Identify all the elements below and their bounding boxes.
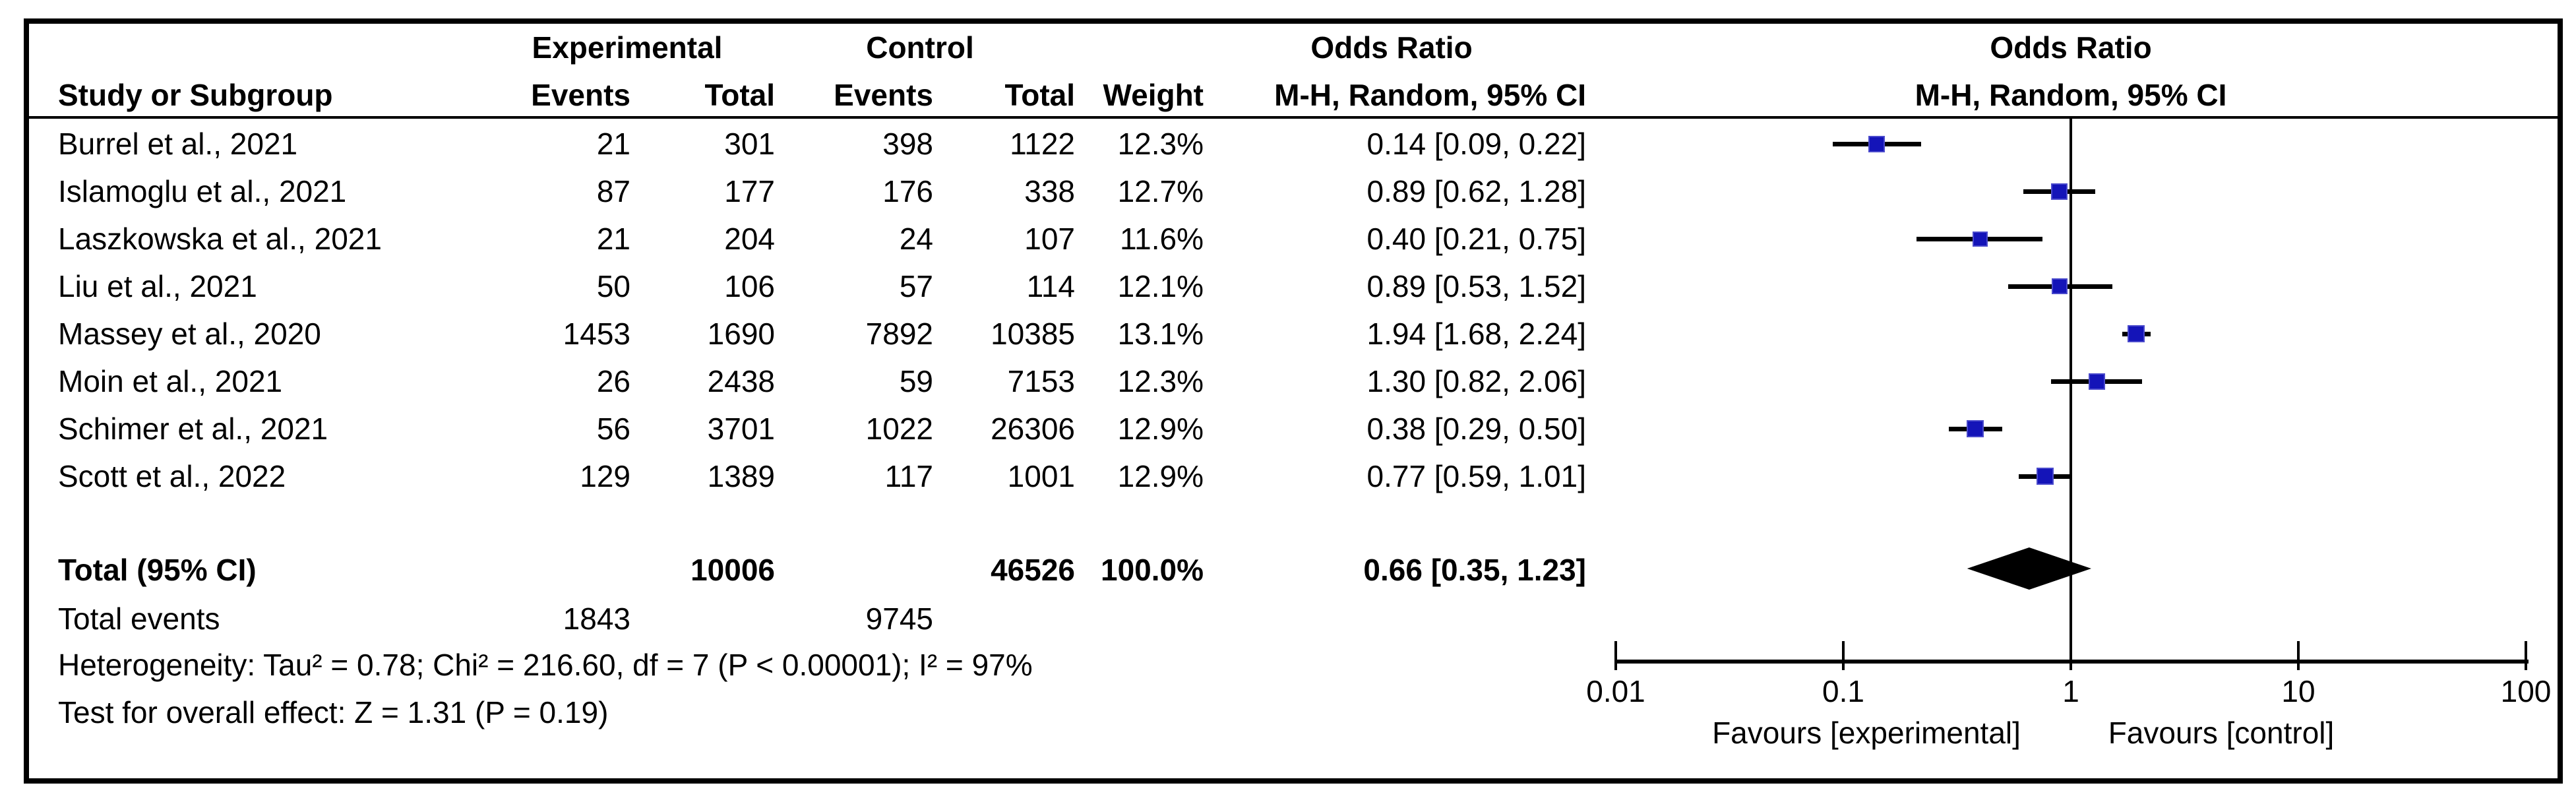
ctl-events-value: 24 (899, 222, 933, 256)
total-events-label: Total events (58, 602, 220, 636)
total-label: Total (95% CI) (58, 553, 257, 587)
exp-total-value: 106 (724, 269, 775, 303)
exp-total-value: 177 (724, 174, 775, 208)
exp-events-value: 1453 (563, 317, 630, 351)
study-label: Liu et al., 2021 (58, 269, 257, 303)
plot-axis-line (1614, 660, 2529, 664)
total-ctl-total: 46526 (991, 553, 1075, 587)
ctl-total-value: 26306 (991, 412, 1075, 446)
column-header-study: Study or Subgroup (58, 78, 333, 112)
total-weight: 100.0% (1100, 553, 1204, 587)
exp-events-value: 50 (596, 269, 630, 303)
column-group-control: Control (866, 30, 974, 65)
column-header-weight: Weight (1103, 78, 1204, 112)
table-row: Schimer et al., 2021 56 3701 1022 26306 … (0, 405, 1603, 452)
study-label: Massey et al., 2020 (58, 317, 321, 351)
overall-effect-text: Test for overall effect: Z = 1.31 (P = 0… (58, 695, 609, 729)
study-label: Islamoglu et al., 2021 (58, 174, 347, 208)
ctl-total-value: 107 (1024, 222, 1075, 256)
favours-left-label: Favours [experimental] (1712, 716, 2021, 750)
ctl-total-value: 338 (1024, 174, 1075, 208)
or-ci-value: 0.40 [0.21, 0.75] (1366, 222, 1587, 256)
exp-total-value: 3701 (707, 412, 775, 446)
ctl-total-value: 7153 (1007, 364, 1075, 398)
or-ci-value: 0.77 [0.59, 1.01] (1366, 459, 1587, 493)
column-group-odds-ratio: Odds Ratio (1310, 30, 1473, 65)
ctl-total-value: 114 (1026, 269, 1075, 303)
study-label: Laszkowska et al., 2021 (58, 222, 382, 256)
plot-subtitle-or-ci: M-H, Random, 95% CI (1915, 78, 2227, 112)
ctl-events-value: 1022 (865, 412, 933, 446)
ctl-events-value: 59 (899, 364, 933, 398)
favours-right-label: Favours [control] (2108, 716, 2335, 750)
or-ci-value: 0.14 [0.09, 0.22] (1366, 127, 1587, 161)
exp-events-value: 21 (596, 222, 630, 256)
exp-events-value: 26 (596, 364, 630, 398)
study-label: Moin et al., 2021 (58, 364, 283, 398)
plot-null-line (2070, 119, 2072, 661)
weight-value: 12.3% (1117, 364, 1204, 398)
total-events-exp: 1843 (563, 602, 630, 636)
heterogeneity-text: Heterogeneity: Tau² = 0.78; Chi² = 216.6… (58, 648, 1033, 682)
column-header-or-ci: M-H, Random, 95% CI (1274, 78, 1586, 112)
table-row: Massey et al., 2020 1453 1690 7892 10385… (0, 310, 1603, 357)
weight-value: 12.3% (1117, 127, 1204, 161)
weight-value: 13.1% (1117, 317, 1204, 351)
exp-events-value: 21 (596, 127, 630, 161)
table-row: Liu et al., 2021 50 106 57 114 12.1% 0.8… (0, 263, 1603, 310)
ctl-events-value: 7892 (865, 317, 933, 351)
column-header-ctl-events: Events (834, 78, 933, 112)
column-header-exp-events: Events (531, 78, 630, 112)
total-events-ctl: 9745 (865, 602, 933, 636)
exp-events-value: 87 (596, 174, 630, 208)
total-row: Total (95% CI) 10006 46526 100.0% 0.66 [… (0, 546, 1603, 594)
table-row: Scott et al., 2022 129 1389 117 1001 12.… (0, 452, 1603, 500)
ctl-total-value: 1122 (1010, 127, 1075, 161)
column-header-ctl-total: Total (1004, 78, 1075, 112)
exp-total-value: 301 (724, 127, 775, 161)
total-or-ci: 0.66 [0.35, 1.23] (1363, 553, 1586, 587)
or-ci-value: 1.94 [1.68, 2.24] (1366, 317, 1587, 351)
or-ci-value: 0.89 [0.62, 1.28] (1366, 174, 1587, 208)
exp-total-value: 1389 (707, 459, 775, 493)
study-label: Burrel et al., 2021 (58, 127, 298, 161)
table-row: Islamoglu et al., 2021 87 177 176 338 12… (0, 168, 1603, 215)
or-ci-value: 1.30 [0.82, 2.06] (1366, 364, 1587, 398)
figure-border (24, 18, 2563, 784)
study-label: Schimer et al., 2021 (58, 412, 328, 446)
exp-total-value: 2438 (707, 364, 775, 398)
or-ci-value: 0.38 [0.29, 0.50] (1366, 412, 1587, 446)
ctl-events-value: 398 (882, 127, 933, 161)
weight-value: 12.1% (1117, 269, 1204, 303)
ctl-events-value: 176 (882, 174, 933, 208)
ctl-events-value: 117 (884, 459, 933, 493)
column-group-experimental: Experimental (532, 30, 723, 65)
header-divider (29, 116, 2558, 119)
total-events-row: Total events 1843 9745 (0, 595, 1603, 642)
table-row: Moin et al., 2021 26 2438 59 7153 12.3% … (0, 357, 1603, 405)
or-ci-value: 0.89 [0.53, 1.52] (1366, 269, 1587, 303)
total-exp-total: 10006 (690, 553, 775, 587)
ctl-total-value: 1001 (1007, 459, 1075, 493)
column-header-exp-total: Total (704, 78, 775, 112)
weight-value: 12.9% (1117, 412, 1204, 446)
table-row: Burrel et al., 2021 21 301 398 1122 12.3… (0, 120, 1603, 168)
weight-value: 11.6% (1119, 222, 1204, 256)
weight-value: 12.9% (1117, 459, 1204, 493)
exp-events-value: 56 (596, 412, 630, 446)
plot-title-odds-ratio: Odds Ratio (1990, 30, 2152, 65)
ctl-total-value: 10385 (991, 317, 1075, 351)
ctl-events-value: 57 (899, 269, 933, 303)
exp-total-value: 204 (724, 222, 775, 256)
exp-total-value: 1690 (707, 317, 775, 351)
study-label: Scott et al., 2022 (58, 459, 286, 493)
weight-value: 12.7% (1117, 174, 1204, 208)
exp-events-value: 129 (580, 459, 630, 493)
table-row: Laszkowska et al., 2021 21 204 24 107 11… (0, 215, 1603, 263)
